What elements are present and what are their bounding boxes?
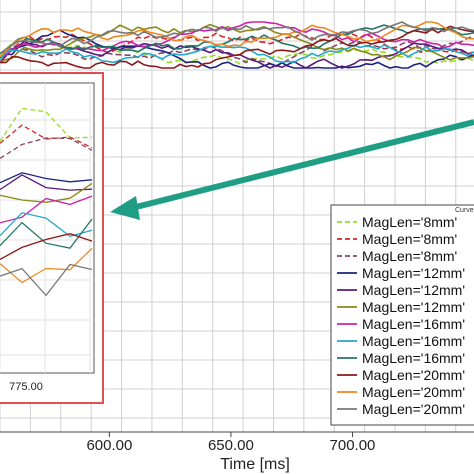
series-line (0, 21, 474, 55)
x-axis: 600.00 650.00 700.00 (0, 431, 474, 454)
legend: CurveMagLen='8mm'MagLen='8mm'MagLen='8mm… (330, 204, 474, 426)
x-tick-label: 650.00 (208, 437, 254, 454)
inset-series-line (0, 212, 93, 238)
legend-title: Curve (455, 207, 474, 214)
inset-series-line (0, 174, 93, 191)
x-tick-label: 600.00 (86, 437, 132, 454)
inset-series-line (0, 172, 93, 184)
series-line (0, 25, 474, 69)
annotation-arrow (110, 119, 474, 220)
inset-series-line (0, 233, 93, 260)
inset-zoom: 775.00 (0, 72, 104, 404)
inset-series-line (0, 218, 93, 249)
legend-entry-label: MagLen='12mm' (362, 299, 465, 315)
x-axis-title: Time [ms] (220, 456, 290, 473)
inset-tick-label: 775.00 (9, 381, 43, 393)
inset-series-line (0, 263, 93, 297)
arrow-shaft (131, 119, 474, 211)
series-line (0, 29, 474, 69)
series-line (0, 35, 474, 68)
legend-entry-label: MagLen='16mm' (362, 350, 465, 366)
series-line (0, 38, 474, 65)
legend-box (330, 204, 474, 426)
legend-entry-label: MagLen='20mm' (362, 384, 465, 400)
inset-plot-area (0, 82, 95, 374)
legend-entry-label: MagLen='16mm' (362, 316, 465, 332)
legend-entry-label: MagLen='12mm' (362, 265, 465, 281)
legend-entry-label: MagLen='20mm' (362, 367, 465, 383)
legend-entry-label: MagLen='20mm' (362, 401, 465, 417)
inset-series-line (0, 247, 93, 284)
legend-entry-label: MagLen='16mm' (362, 333, 465, 349)
series-line (0, 23, 474, 64)
inset-series-line (0, 195, 93, 224)
series-line (0, 21, 474, 58)
legend-entry-label: MagLen='12mm' (362, 282, 465, 298)
x-tick-label: 700.00 (330, 437, 376, 454)
legend-entry-label: MagLen='8mm' (362, 231, 457, 247)
series-line (0, 44, 474, 64)
series-group (0, 21, 474, 69)
inset-series-line (0, 124, 93, 149)
legend-entry-label: MagLen='8mm' (362, 214, 457, 230)
series-line (0, 24, 474, 54)
legend-entry-label: MagLen='8mm' (362, 248, 457, 264)
arrow-head (110, 196, 140, 220)
inset-series-line (0, 182, 93, 203)
inset-series-line (0, 137, 93, 159)
inset-series-line (0, 107, 93, 142)
